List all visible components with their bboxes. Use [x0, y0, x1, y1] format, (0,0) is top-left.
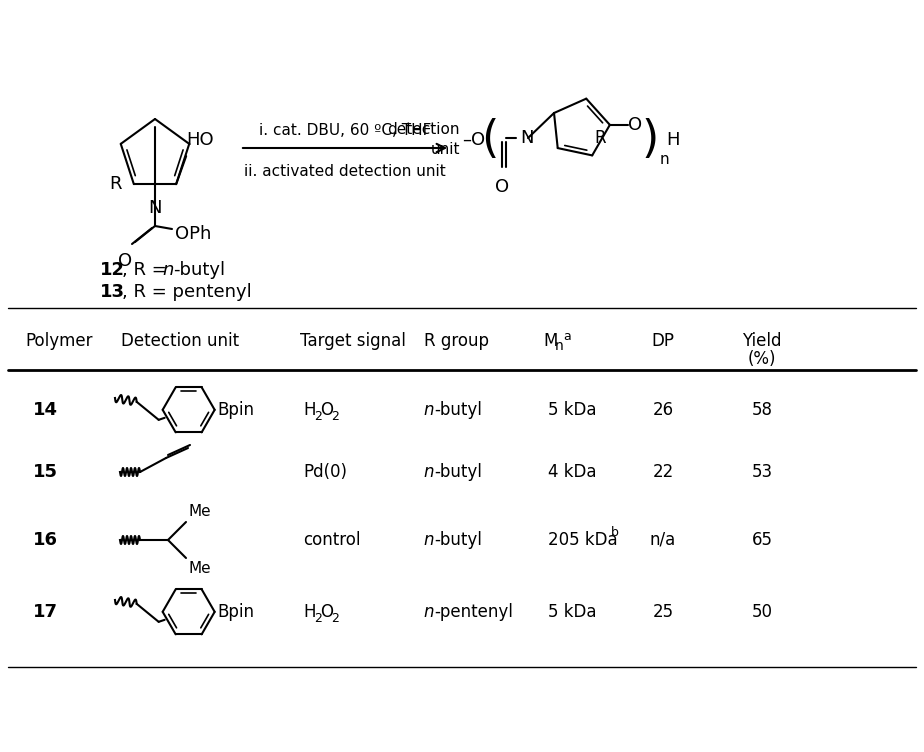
Text: control: control [303, 531, 360, 549]
Text: R group: R group [423, 332, 489, 350]
Text: 15: 15 [32, 463, 57, 481]
Text: b: b [611, 526, 619, 539]
Text: n: n [555, 339, 564, 353]
Text: Me: Me [188, 504, 211, 519]
Text: n: n [423, 603, 433, 621]
Text: 2: 2 [314, 611, 322, 624]
Text: a: a [563, 330, 571, 343]
Text: unit: unit [431, 142, 460, 157]
Text: 26: 26 [652, 401, 674, 419]
Text: 5 kDa: 5 kDa [548, 401, 597, 419]
Text: 65: 65 [751, 531, 772, 549]
Text: 13: 13 [100, 283, 125, 301]
Text: (%): (%) [748, 350, 776, 368]
Text: -butyl: -butyl [434, 531, 482, 549]
Text: ii. activated detection unit: ii. activated detection unit [244, 164, 446, 179]
Text: Target signal: Target signal [300, 332, 406, 350]
Text: N: N [520, 129, 533, 147]
Text: R: R [594, 129, 606, 147]
Text: H: H [303, 401, 315, 419]
Text: O: O [118, 252, 132, 270]
Text: M: M [543, 332, 557, 350]
Text: 58: 58 [751, 401, 772, 419]
Text: ): ) [642, 119, 659, 162]
Text: Yield: Yield [742, 332, 782, 350]
Text: n/a: n/a [650, 531, 676, 549]
Text: detection: detection [387, 123, 460, 138]
Text: O: O [320, 603, 333, 621]
Text: Detection unit: Detection unit [121, 332, 239, 350]
Text: 2: 2 [314, 410, 322, 423]
Text: n: n [423, 401, 433, 419]
Text: n: n [423, 463, 433, 481]
Text: n: n [423, 531, 433, 549]
Text: 50: 50 [751, 603, 772, 621]
Text: –O: –O [462, 131, 485, 149]
Text: 14: 14 [32, 401, 57, 419]
Text: O: O [495, 178, 509, 196]
Text: i. cat. DBU, 60 ºC, THF: i. cat. DBU, 60 ºC, THF [259, 123, 432, 138]
Text: OPh: OPh [175, 225, 212, 243]
Text: n: n [660, 152, 670, 167]
Text: 5 kDa: 5 kDa [548, 603, 597, 621]
Text: R: R [109, 175, 122, 193]
Text: n: n [162, 261, 174, 279]
Text: H: H [303, 603, 315, 621]
Text: 2: 2 [331, 410, 339, 423]
Text: Bpin: Bpin [218, 603, 255, 621]
Text: H: H [666, 131, 679, 149]
Text: -butyl: -butyl [434, 463, 482, 481]
Text: Polymer: Polymer [25, 332, 92, 350]
Text: , R = pentenyl: , R = pentenyl [122, 283, 251, 301]
Text: Pd(0): Pd(0) [303, 463, 347, 481]
Text: DP: DP [651, 332, 675, 350]
Text: 2: 2 [331, 611, 339, 624]
Text: 4 kDa: 4 kDa [548, 463, 597, 481]
Text: N: N [148, 199, 162, 217]
Text: 205 kDa: 205 kDa [548, 531, 617, 549]
Text: (: ( [481, 119, 498, 162]
Text: 25: 25 [652, 603, 674, 621]
Text: 17: 17 [32, 603, 57, 621]
Text: 12: 12 [100, 261, 125, 279]
Text: Bpin: Bpin [218, 401, 255, 419]
Text: O: O [627, 116, 642, 134]
Text: -pentenyl: -pentenyl [434, 603, 513, 621]
Text: 16: 16 [32, 531, 57, 549]
Text: , R =: , R = [122, 261, 173, 279]
Text: -butyl: -butyl [434, 401, 482, 419]
Text: HO: HO [186, 131, 213, 149]
Text: 53: 53 [751, 463, 772, 481]
Text: Me: Me [188, 561, 211, 576]
Text: O: O [320, 401, 333, 419]
Text: 22: 22 [652, 463, 674, 481]
Text: -butyl: -butyl [173, 261, 225, 279]
